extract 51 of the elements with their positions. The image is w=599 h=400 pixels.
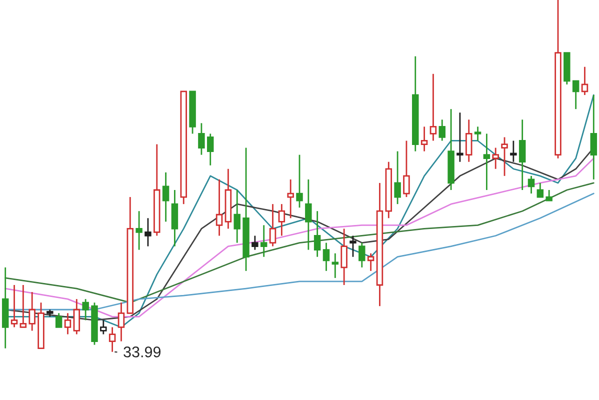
- candlestick: [216, 178, 223, 236]
- candlestick: [162, 172, 170, 222]
- candlestick: [394, 150, 401, 205]
- candlestick: [206, 133, 214, 166]
- candlestick: [234, 189, 240, 244]
- candlestick: [296, 154, 303, 208]
- candlestick: [590, 94, 598, 180]
- candlestick: [340, 228, 348, 286]
- candlestick: [501, 136, 508, 177]
- candlestick: [55, 312, 62, 328]
- candlestick: [510, 140, 517, 163]
- candlestick: [358, 242, 366, 268]
- candlestick: [332, 252, 339, 279]
- candlestick: [350, 235, 356, 258]
- candlestick: [278, 203, 286, 236]
- candlestick: [581, 66, 588, 96]
- candlestick: [198, 122, 205, 156]
- candlestick: [10, 284, 18, 328]
- candlestick: [474, 126, 482, 142]
- candlestick: [287, 178, 294, 219]
- candlestick: [367, 252, 374, 272]
- candlestick: [420, 126, 428, 152]
- candlestick: [546, 189, 552, 202]
- candlestick: [20, 284, 27, 328]
- candlestick: [118, 302, 125, 342]
- candlestick: [528, 175, 535, 194]
- candlestick: [82, 298, 89, 321]
- candlestick: [438, 118, 446, 142]
- candlestick: [456, 112, 464, 163]
- candlestick: [108, 326, 116, 353]
- candlestick: [28, 291, 36, 332]
- candlestick: [136, 210, 142, 251]
- candlestick: [252, 235, 258, 251]
- candlestick: [314, 210, 321, 258]
- candlestick: [403, 140, 410, 198]
- candlestick: [269, 203, 276, 247]
- candlestick: [144, 217, 152, 247]
- candlestick: [73, 298, 80, 335]
- candlestick: [492, 147, 499, 170]
- candlestick: [64, 312, 72, 335]
- candlestick: [465, 118, 472, 163]
- candlestick: [305, 178, 312, 251]
- candlestick: [518, 118, 526, 191]
- candlestick: [572, 80, 580, 110]
- candlestick: [536, 182, 544, 198]
- annotation: 33.99: [124, 346, 161, 358]
- candlestick: [322, 242, 330, 272]
- candlestick: [260, 224, 268, 258]
- candlestick: [100, 319, 107, 335]
- candlestick: [483, 133, 490, 191]
- candlestick: [430, 73, 437, 142]
